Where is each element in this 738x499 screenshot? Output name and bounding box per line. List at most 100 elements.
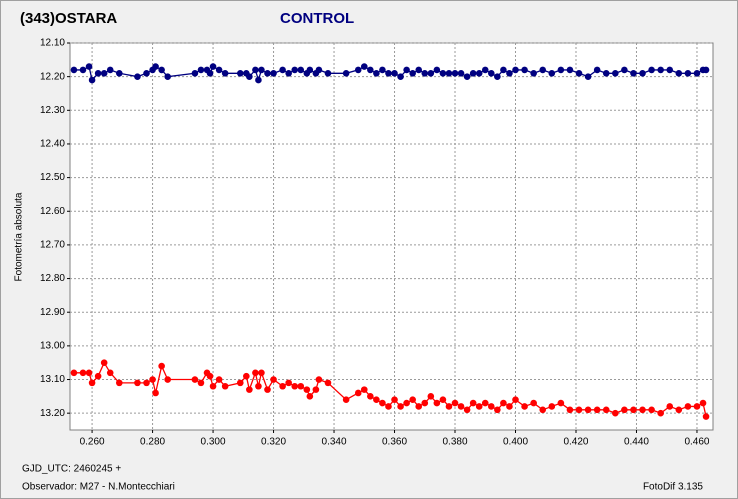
- data-point: [100, 359, 108, 366]
- data-point: [657, 66, 664, 74]
- data-point: [134, 73, 141, 80]
- data-point: [506, 403, 513, 410]
- x-tick-label: 0.360: [382, 437, 407, 448]
- data-point: [379, 399, 386, 407]
- x-tick-label: 0.400: [503, 437, 528, 448]
- data-point: [521, 403, 528, 410]
- data-point: [494, 73, 501, 80]
- data-point: [612, 69, 619, 77]
- data-point: [539, 66, 547, 74]
- data-point: [134, 379, 141, 387]
- data-point: [488, 69, 495, 77]
- data-point: [215, 376, 223, 383]
- data-point: [342, 396, 350, 404]
- data-point: [270, 376, 277, 383]
- data-point: [602, 69, 610, 77]
- data-point: [297, 382, 305, 390]
- data-point: [354, 389, 362, 397]
- data-point: [264, 69, 271, 77]
- y-tick-label: 13.10: [40, 374, 65, 385]
- data-point: [360, 386, 368, 393]
- plot-area: [69, 42, 714, 431]
- data-point: [639, 69, 646, 77]
- data-point: [252, 369, 259, 377]
- data-point: [324, 379, 332, 387]
- data-point: [445, 403, 453, 410]
- object-title: (343)OSTARA: [20, 10, 117, 27]
- data-point: [158, 66, 165, 74]
- data-point: [657, 409, 664, 417]
- data-point: [79, 66, 87, 74]
- data-point: [481, 399, 489, 407]
- data-point: [312, 386, 320, 393]
- data-point: [500, 66, 507, 74]
- y-tick-label: 12.20: [40, 71, 65, 82]
- data-point: [236, 69, 244, 77]
- data-point: [106, 66, 114, 74]
- data-point: [575, 406, 583, 414]
- data-point: [621, 406, 628, 414]
- data-point: [324, 69, 332, 77]
- data-point: [291, 382, 299, 390]
- data-point: [648, 66, 655, 74]
- data-point: [191, 69, 199, 77]
- data-point: [648, 406, 655, 414]
- data-point: [79, 369, 87, 377]
- y-tick-label: 12.40: [40, 139, 65, 150]
- data-point: [258, 369, 265, 377]
- data-point: [297, 66, 305, 74]
- data-point: [457, 403, 465, 410]
- data-point: [197, 379, 205, 387]
- x-tick-label: 0.320: [261, 437, 286, 448]
- data-point: [315, 66, 323, 74]
- data-point: [164, 376, 171, 383]
- data-point: [246, 386, 253, 393]
- data-point: [666, 403, 674, 410]
- data-point: [285, 379, 292, 387]
- data-point: [70, 66, 78, 74]
- data-point: [427, 393, 435, 400]
- data-point: [539, 406, 547, 414]
- data-point: [342, 69, 350, 77]
- data-point: [303, 386, 311, 393]
- data-point: [621, 66, 628, 74]
- y-tick-label: 12.30: [40, 105, 65, 116]
- data-point: [158, 362, 165, 370]
- data-point: [475, 69, 483, 77]
- data-point: [439, 69, 447, 77]
- data-point: [639, 406, 646, 414]
- data-point: [481, 66, 489, 74]
- data-point: [521, 66, 528, 74]
- data-point: [630, 406, 637, 414]
- data-point: [403, 399, 410, 407]
- data-point: [684, 69, 692, 77]
- data-point: [415, 66, 423, 74]
- data-point: [206, 69, 214, 77]
- data-point: [152, 63, 159, 70]
- data-point: [557, 399, 565, 407]
- data-point: [433, 66, 441, 74]
- data-point: [584, 73, 592, 80]
- data-point: [115, 379, 123, 387]
- data-point: [191, 376, 199, 383]
- data-point: [221, 382, 229, 390]
- data-point: [206, 372, 214, 380]
- y-tick-label: 12.50: [40, 172, 65, 183]
- x-tick-label: 0.460: [684, 437, 709, 448]
- data-point: [367, 66, 374, 74]
- data-point: [512, 396, 519, 404]
- x-tick-label: 0.260: [80, 437, 105, 448]
- data-point: [457, 69, 465, 77]
- data-point: [530, 69, 537, 77]
- data-point: [85, 369, 93, 377]
- series-line: [73, 361, 707, 417]
- y-tick-label: 12.70: [40, 240, 65, 251]
- y-tick-label: 13.00: [40, 341, 65, 352]
- data-point: [397, 403, 404, 410]
- data-point: [530, 399, 537, 407]
- data-point: [451, 399, 459, 407]
- data-point: [279, 382, 286, 390]
- data-point: [684, 403, 692, 410]
- data-point: [409, 396, 416, 404]
- data-point: [463, 73, 471, 80]
